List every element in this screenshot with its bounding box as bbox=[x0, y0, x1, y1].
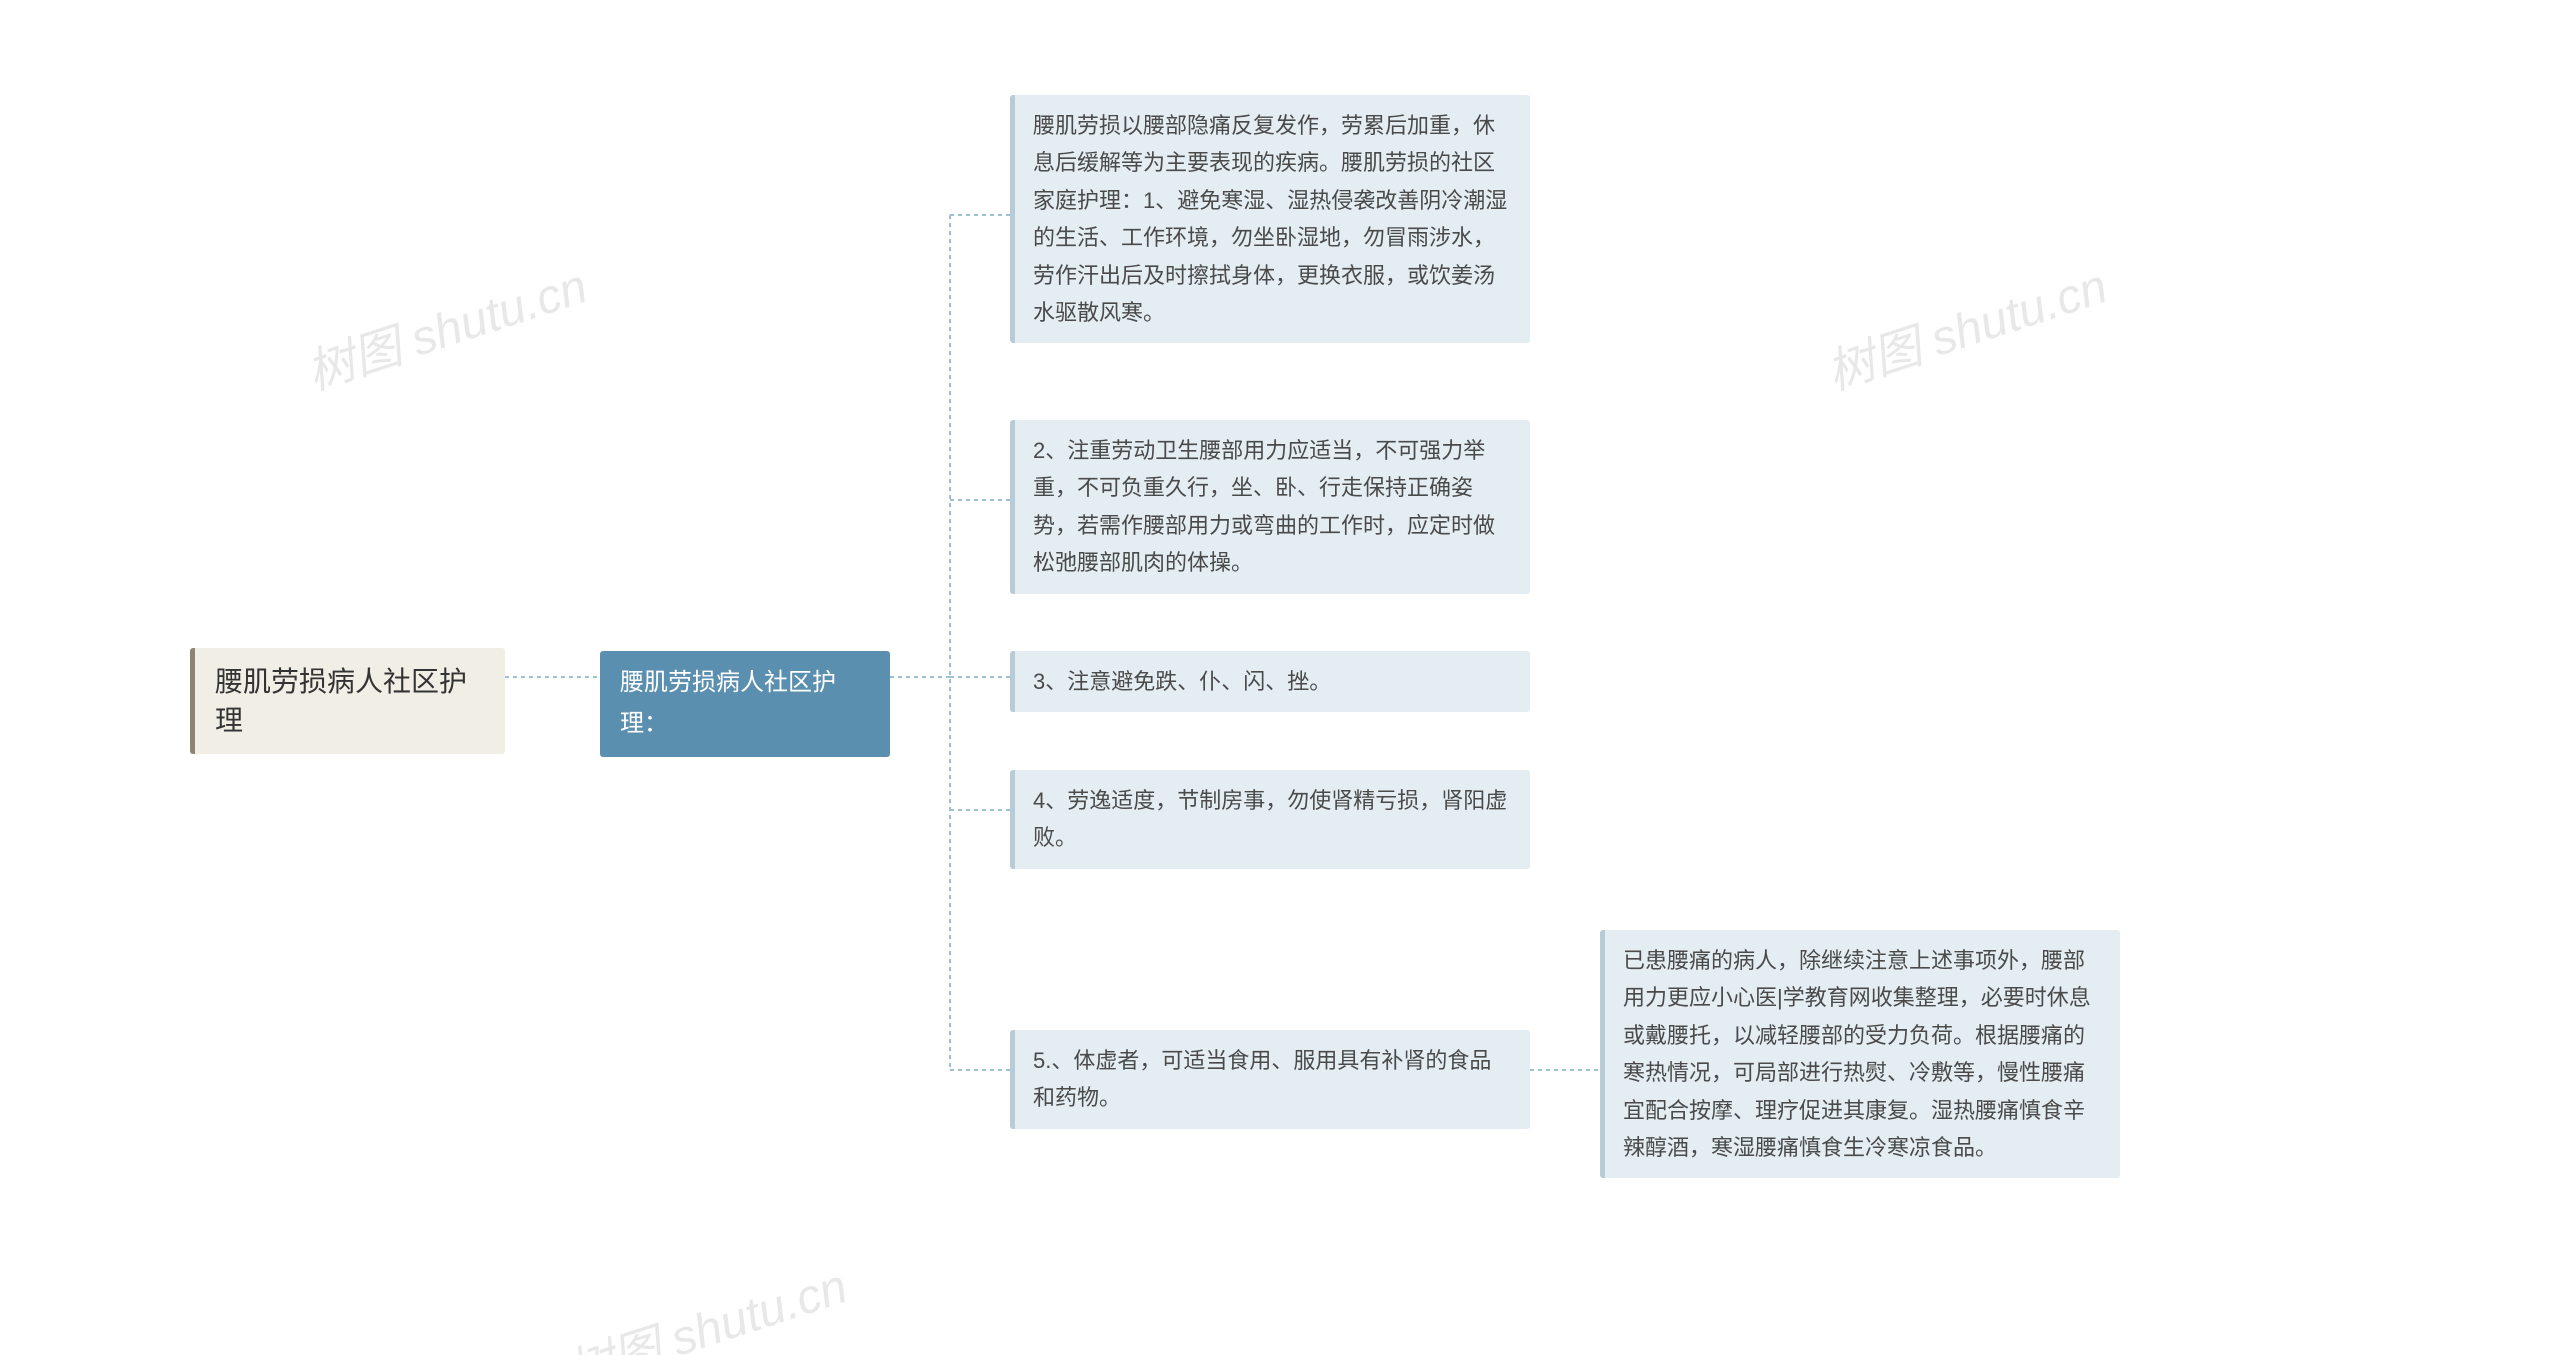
leaf-node-5a[interactable]: 已患腰痛的病人，除继续注意上述事项外，腰部用力更应小心医|学教育网收集整理，必要… bbox=[1600, 930, 2120, 1178]
watermark: 树图 shutu.cn bbox=[296, 247, 594, 403]
level1-label: 腰肌劳损病人社区护理： bbox=[620, 669, 836, 737]
root-node[interactable]: 腰肌劳损病人社区护理 bbox=[190, 648, 505, 754]
leaf-label: 3、注意避免跌、仆、闪、挫。 bbox=[1033, 669, 1331, 694]
leaf-node-5[interactable]: 5.、体虚者，可适当食用、服用具有补肾的食品和药物。 bbox=[1010, 1030, 1530, 1129]
leaf-node-1[interactable]: 腰肌劳损以腰部隐痛反复发作，劳累后加重，休息后缓解等为主要表现的疾病。腰肌劳损的… bbox=[1010, 95, 1530, 343]
watermark: 树图 shutu.cn bbox=[556, 1247, 854, 1355]
leaf-label: 4、劳逸适度，节制房事，勿使肾精亏损，肾阳虚败。 bbox=[1033, 788, 1507, 850]
watermark: 树图 shutu.cn bbox=[1816, 247, 2114, 403]
leaf-node-3[interactable]: 3、注意避免跌、仆、闪、挫。 bbox=[1010, 651, 1530, 712]
leaf-label: 2、注重劳动卫生腰部用力应适当，不可强力举重，不可负重久行，坐、卧、行走保持正确… bbox=[1033, 438, 1495, 575]
leaf-label: 已患腰痛的病人，除继续注意上述事项外，腰部用力更应小心医|学教育网收集整理，必要… bbox=[1623, 948, 2091, 1160]
leaf-node-2[interactable]: 2、注重劳动卫生腰部用力应适当，不可强力举重，不可负重久行，坐、卧、行走保持正确… bbox=[1010, 420, 1530, 594]
root-label: 腰肌劳损病人社区护理 bbox=[215, 666, 467, 736]
leaf-node-4[interactable]: 4、劳逸适度，节制房事，勿使肾精亏损，肾阳虚败。 bbox=[1010, 770, 1530, 869]
level1-node[interactable]: 腰肌劳损病人社区护理： bbox=[600, 651, 890, 757]
leaf-label: 5.、体虚者，可适当食用、服用具有补肾的食品和药物。 bbox=[1033, 1048, 1491, 1110]
leaf-label: 腰肌劳损以腰部隐痛反复发作，劳累后加重，休息后缓解等为主要表现的疾病。腰肌劳损的… bbox=[1033, 113, 1507, 325]
